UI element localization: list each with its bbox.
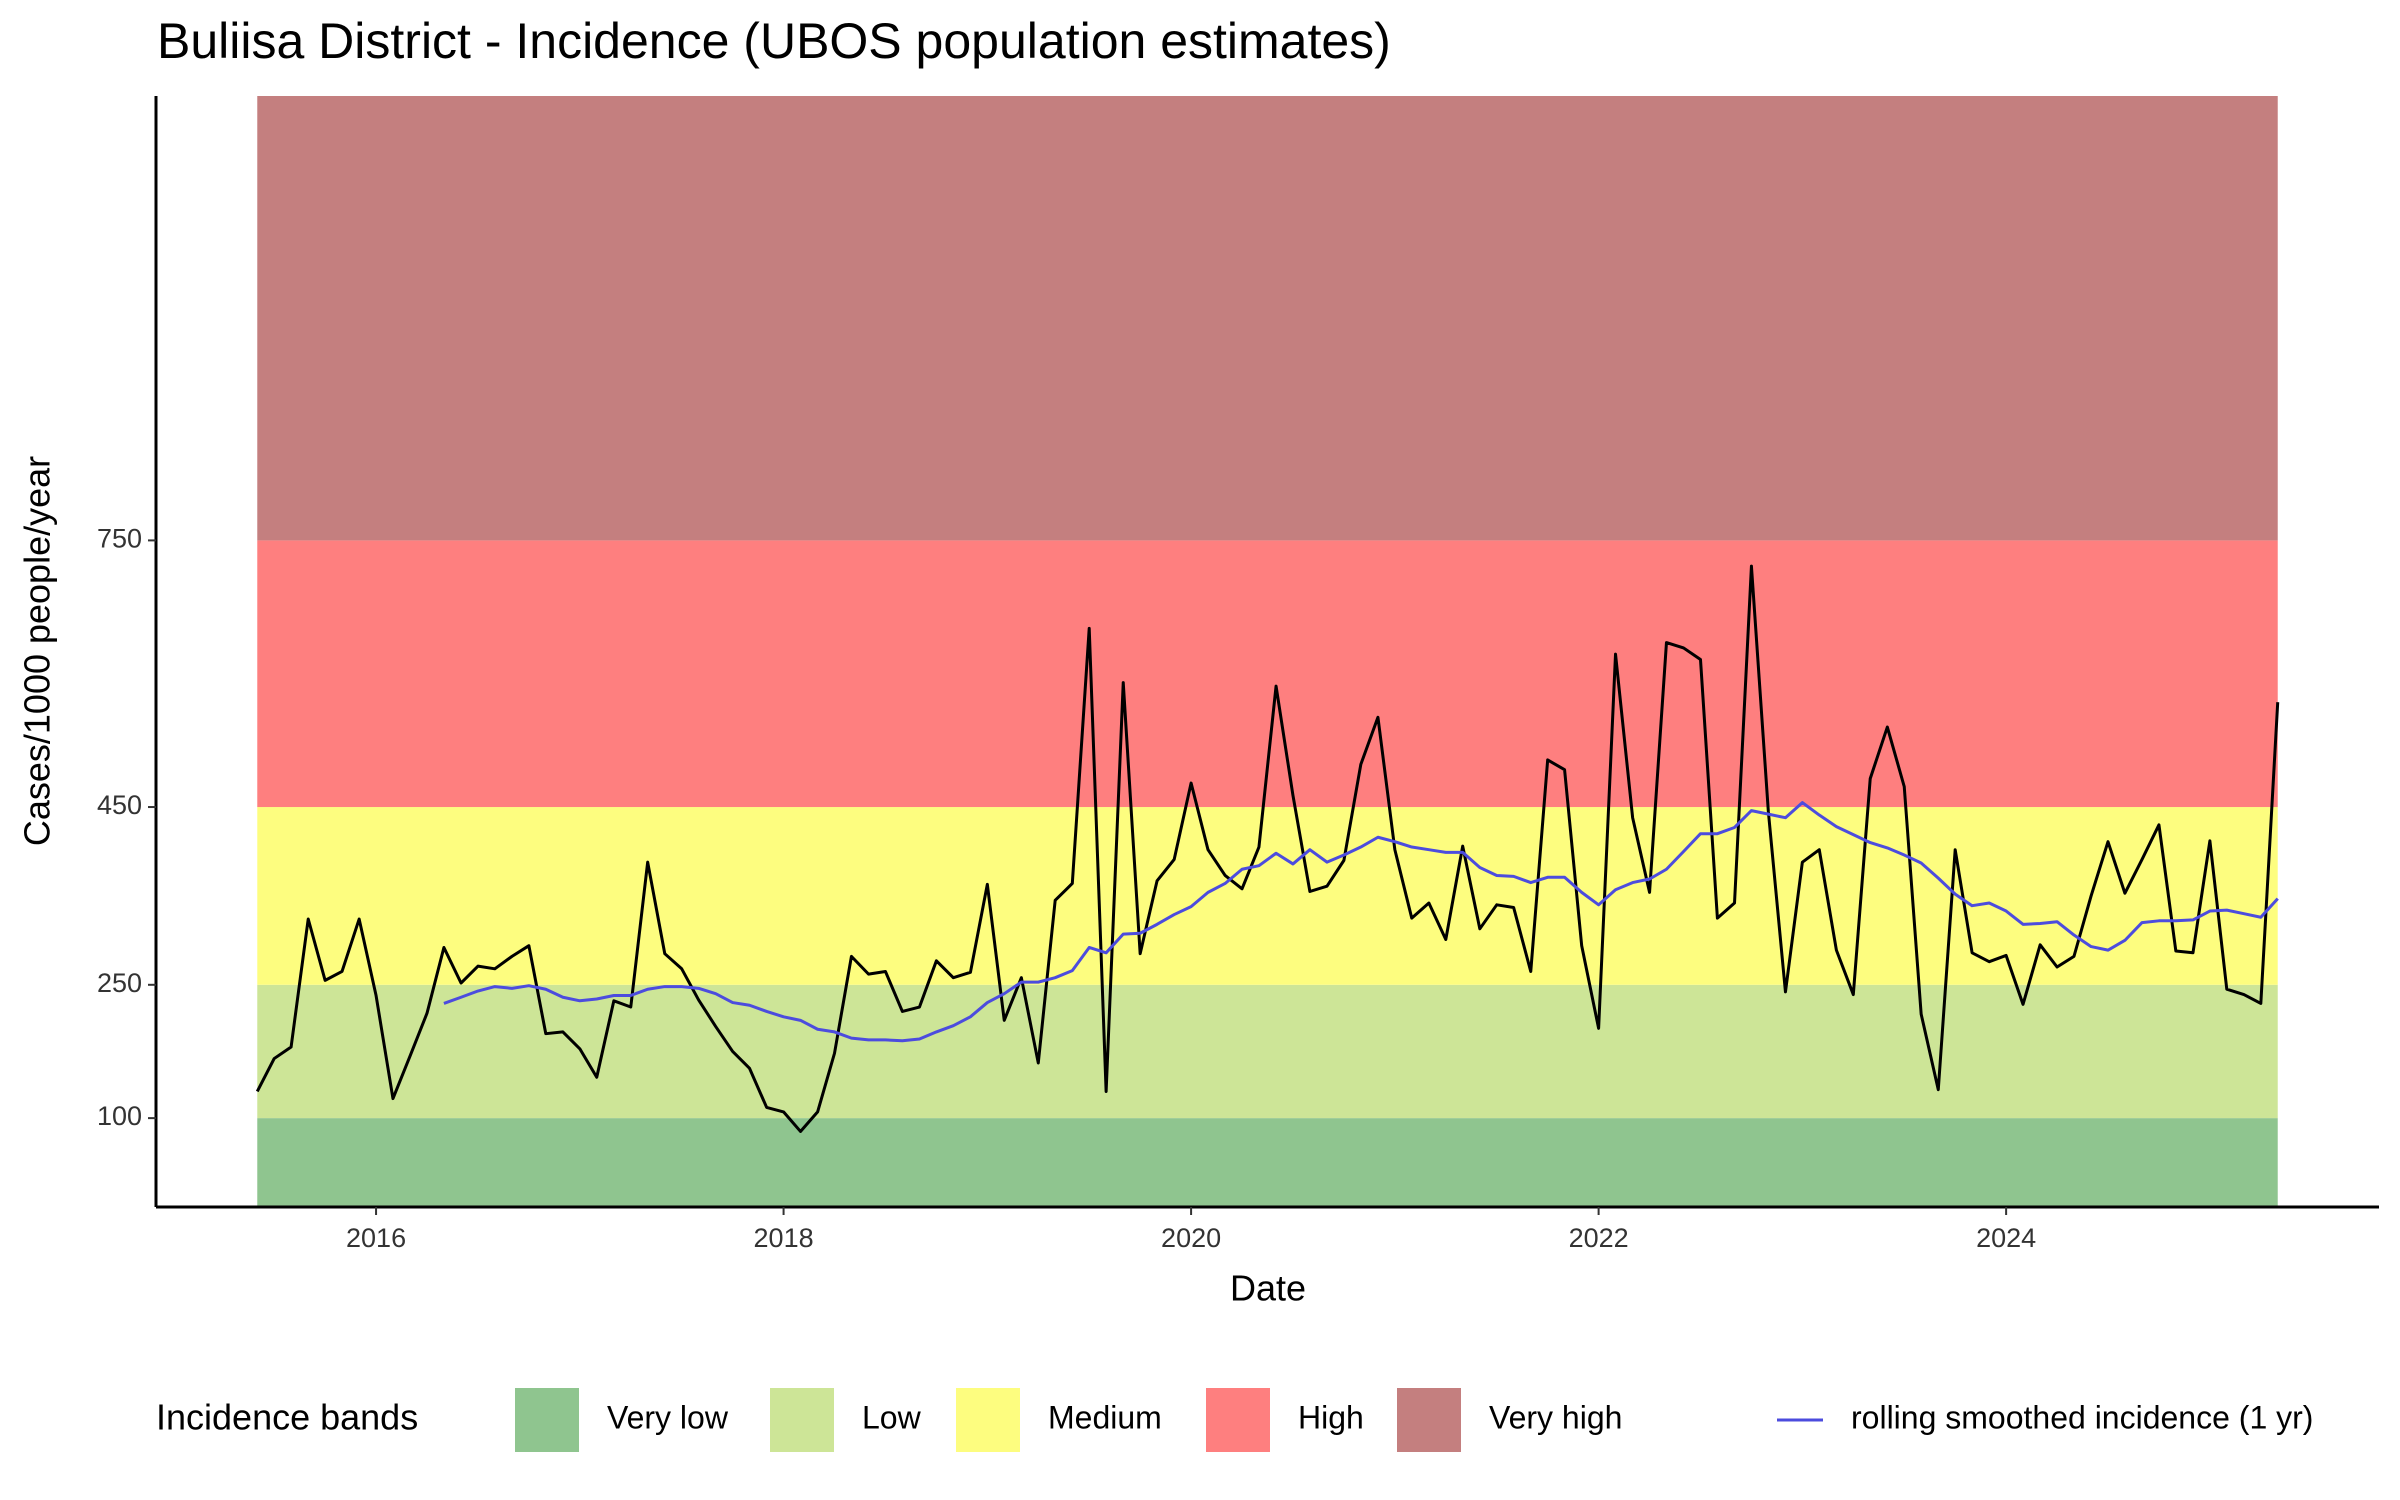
- legend-label: High: [1298, 1399, 1364, 1435]
- data-line: [443, 801, 2279, 1043]
- legend-label: Low: [862, 1399, 922, 1435]
- x-tick-label: 2018: [754, 1223, 814, 1253]
- x-tick-label: 2024: [1976, 1223, 2036, 1253]
- band: [257, 1118, 2278, 1207]
- x-tick-label: 2020: [1161, 1223, 1221, 1253]
- legend-key: [1397, 1388, 1461, 1452]
- data-line: [255, 564, 2280, 1133]
- y-tick-label: 450: [97, 790, 142, 820]
- legend-title: Incidence bands: [156, 1397, 418, 1438]
- y-tick-label: 100: [97, 1101, 142, 1131]
- legend-label: Medium: [1048, 1399, 1162, 1435]
- x-tick-label: 2022: [1569, 1223, 1629, 1253]
- y-tick-label: 750: [97, 524, 142, 554]
- y-axis-title: Cases/1000 people/year: [17, 456, 58, 846]
- legend-label: Very high: [1489, 1399, 1622, 1435]
- legend-label: Very low: [607, 1399, 729, 1435]
- y-tick-label: 250: [97, 968, 142, 998]
- x-axis-title: Date: [1230, 1268, 1306, 1309]
- legend-key: [515, 1388, 579, 1452]
- legend-key: [770, 1388, 834, 1452]
- x-tick-label: 2016: [346, 1223, 406, 1253]
- legend-key: [956, 1388, 1020, 1452]
- chart-title: Buliisa District - Incidence (UBOS popul…: [157, 13, 1391, 69]
- legend-label: rolling smoothed incidence (1 yr): [1851, 1399, 2313, 1435]
- band: [257, 984, 2278, 1119]
- band: [257, 807, 2278, 985]
- legend-key: [1206, 1388, 1270, 1452]
- band: [257, 96, 2278, 541]
